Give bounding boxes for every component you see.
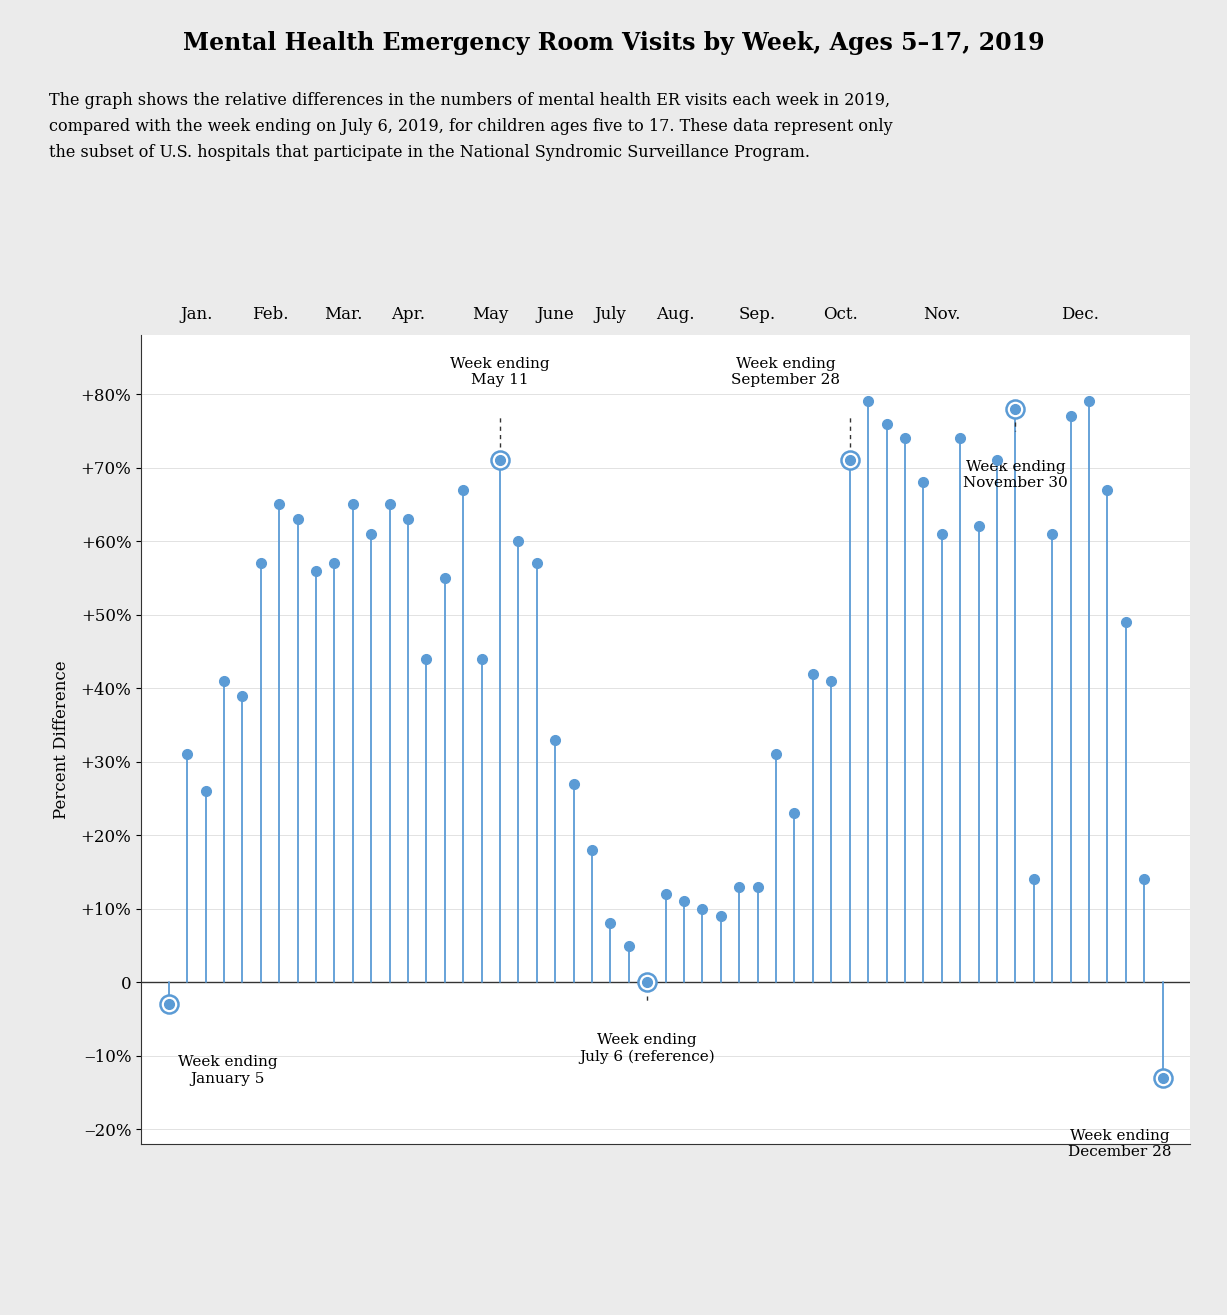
Text: Oct.: Oct.	[823, 306, 858, 322]
Text: June: June	[536, 306, 574, 322]
Text: Week ending
January 5: Week ending January 5	[178, 1056, 277, 1086]
Text: May: May	[472, 306, 509, 322]
Text: Week ending
May 11: Week ending May 11	[450, 356, 550, 387]
Text: July: July	[595, 306, 626, 322]
Text: Week ending
December 28: Week ending December 28	[1069, 1130, 1172, 1159]
Text: Feb.: Feb.	[252, 306, 288, 322]
Text: The graph shows the relative differences in the numbers of mental health ER visi: The graph shows the relative differences…	[49, 92, 893, 162]
Text: Aug.: Aug.	[655, 306, 694, 322]
Y-axis label: Percent Difference: Percent Difference	[53, 660, 70, 819]
Text: Nov.: Nov.	[923, 306, 961, 322]
Text: Apr.: Apr.	[391, 306, 425, 322]
Text: Sep.: Sep.	[739, 306, 777, 322]
Text: Mar.: Mar.	[324, 306, 363, 322]
Text: Dec.: Dec.	[1061, 306, 1098, 322]
Text: Week ending
September 28: Week ending September 28	[731, 356, 840, 387]
Text: Mental Health Emergency Room Visits by Week, Ages 5–17, 2019: Mental Health Emergency Room Visits by W…	[183, 30, 1044, 55]
Text: Jan.: Jan.	[180, 306, 212, 322]
Text: Week ending
July 6 (reference): Week ending July 6 (reference)	[579, 1034, 715, 1064]
Text: Week ending
November 30: Week ending November 30	[963, 460, 1067, 490]
